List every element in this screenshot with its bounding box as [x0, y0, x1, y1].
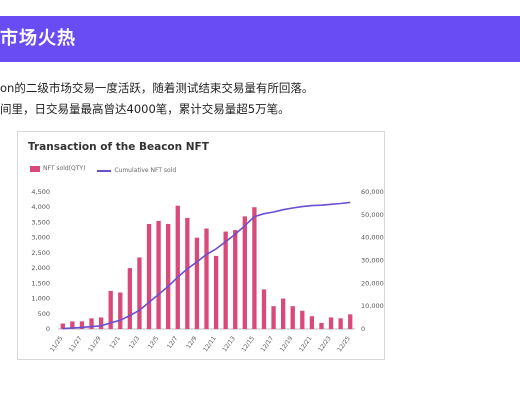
bar [300, 310, 305, 329]
bar [271, 306, 276, 329]
bar [348, 314, 353, 329]
bar [204, 228, 209, 329]
bar [146, 223, 152, 329]
x-tick-label: 12/19 [279, 335, 295, 353]
bar [185, 217, 190, 329]
header-band [0, 16, 520, 62]
y-left-tick-label: 4,000 [31, 203, 50, 211]
x-tick-label: 12/17 [260, 335, 276, 353]
y-left-tick-label: 3,000 [31, 234, 50, 242]
bar [89, 318, 94, 329]
bar [60, 323, 65, 329]
chart-plot: 0 500 1,000 1,500 2,000 2,500 3,000 3,500 4,000 4… [31, 188, 384, 353]
legend-swatch-bar [30, 165, 40, 172]
x-tick-label: 11/25 [49, 335, 65, 353]
x-tick-label: 11/27 [68, 335, 84, 353]
y-right-tick-label: 50,000 [361, 211, 384, 219]
x-tick-label: 12/5 [147, 335, 161, 350]
y-right-tick-label: 30,000 [361, 257, 384, 265]
bar [79, 321, 85, 329]
y-left-tick-label: 0 [46, 325, 50, 333]
bar [242, 216, 247, 329]
legend-item-line: Cumulative NFT sold [97, 167, 176, 174]
bar [118, 292, 123, 329]
legend-label-line: Cumulative NFT sold [114, 167, 177, 174]
x-tick-label: 12/1 [108, 335, 122, 350]
x-tick-label: 12/7 [166, 335, 180, 350]
bar [194, 237, 200, 329]
bar [156, 220, 161, 329]
x-tick-label: 12/9 [185, 335, 199, 350]
x-tick-label: 12/15 [240, 335, 256, 353]
y-right-tick-label: 40,000 [361, 234, 384, 242]
bar [338, 318, 343, 329]
x-tick-label: 12/11 [202, 335, 218, 353]
bar [108, 290, 113, 329]
x-tick-label: 12/13 [221, 335, 237, 353]
bar [70, 321, 75, 329]
bar [252, 207, 257, 329]
bar [261, 289, 267, 329]
y-left-tick-label: 2,000 [31, 264, 50, 272]
bar [328, 317, 334, 329]
y-left-tick-label: 1,000 [31, 295, 50, 303]
x-tick-label: 12/23 [317, 335, 333, 353]
y-left-tick-label: 4,500 [31, 188, 50, 196]
bar [166, 223, 171, 329]
chart-title: Transaction of the Beacon NFT [28, 141, 209, 153]
bar [98, 317, 104, 329]
y-left-tick-label: 500 [38, 310, 50, 318]
bar [223, 231, 228, 329]
x-tick-label: 12/25 [336, 335, 352, 353]
bar [213, 255, 219, 329]
legend-item-bar: NFT sold(QTY) [30, 165, 85, 172]
chart-legend: NFT sold(QTY) Cumulative NFT sold [30, 165, 186, 174]
cumulative-line [62, 201, 351, 330]
y-right-tick-label: 60,000 [361, 188, 384, 196]
y-left-tick-label: 1,500 [31, 279, 50, 287]
bar [309, 316, 315, 329]
legend-swatch-line [97, 169, 112, 172]
body-text-line-2: 间里，日交易量最高曾达4000笔，累计交易量超5万笔。 [0, 102, 290, 116]
bar [319, 322, 324, 329]
bar [137, 257, 142, 329]
chart-card: Transaction of the Beacon NFT NFT sold(Q… [17, 131, 385, 360]
page-title: 市场火热 [0, 28, 76, 49]
bar [280, 298, 286, 329]
bar [175, 205, 180, 329]
body-text-line-1: on的二级市场交易一度活跃，随着测试结束交易量有所回落。 [0, 81, 314, 95]
x-tick-label: 12/21 [298, 335, 314, 353]
x-tick-label: 11/29 [87, 335, 103, 353]
y-right-tick-label: 10,000 [361, 302, 384, 310]
y-right-tick-label: 20,000 [361, 279, 384, 287]
bar [127, 268, 133, 329]
y-right-tick-label: 0 [361, 325, 365, 333]
bar [233, 230, 238, 329]
x-tick-label: 12/3 [128, 335, 142, 350]
legend-label-bar: NFT sold(QTY) [43, 165, 86, 172]
bar [290, 306, 295, 329]
y-left-tick-label: 3,500 [31, 218, 50, 226]
y-left-tick-label: 2,500 [31, 249, 50, 257]
